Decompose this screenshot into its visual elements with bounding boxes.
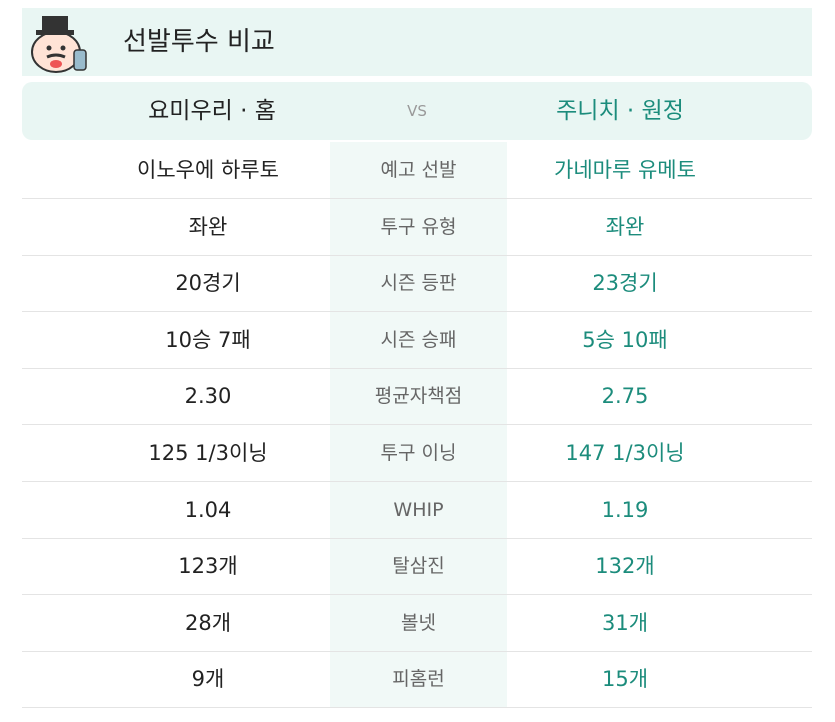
stat-label: 시즌 승패: [380, 328, 457, 351]
stat-row: 123개 탈삼진 132개: [22, 538, 812, 596]
stat-row: 2.30 평균자책점 2.75: [22, 368, 812, 426]
stat-row: 20경기 시즌 등판 23경기: [22, 255, 812, 313]
home-value: 125 1/3이닝: [148, 441, 268, 465]
stat-label: 평균자책점: [374, 385, 463, 408]
home-value: 10승 7패: [165, 327, 251, 352]
stat-row: 9개 피홈런 15개: [22, 651, 812, 709]
away-value: 132개: [595, 554, 655, 579]
stat-label: WHIP: [393, 498, 444, 521]
away-value: 15개: [601, 667, 649, 692]
away-value: 23경기: [592, 271, 658, 296]
home-value: 9개: [191, 667, 225, 692]
away-value: 가네마루 유메토: [554, 158, 696, 182]
stat-row: 28개 볼넷 31개: [22, 595, 812, 652]
home-value: 123개: [178, 554, 238, 579]
home-value: 28개: [184, 610, 232, 635]
home-value: 20경기: [175, 271, 241, 296]
away-value: 1.19: [601, 497, 649, 522]
away-value: 좌완: [605, 214, 645, 239]
stat-label: 예고 선발: [380, 159, 457, 181]
title: 선발투수 비교: [123, 27, 275, 57]
mascot-icon: [31, 16, 87, 73]
stat-label: 볼넷: [401, 611, 436, 634]
away-value: 5승 10패: [582, 327, 668, 352]
stat-label: 시즌 등판: [380, 272, 457, 295]
stat-row: 10승 7패 시즌 승패 5승 10패: [22, 312, 812, 369]
away-value: 147 1/3이닝: [565, 441, 685, 465]
stat-row: 1.04 WHIP 1.19: [22, 482, 812, 539]
stat-row: 125 1/3이닝 투구 이닝 147 1/3이닝: [22, 425, 812, 482]
versus: VS: [407, 102, 427, 120]
home-value: 1.04: [184, 497, 232, 522]
header: 선발투수 비교: [22, 8, 812, 76]
home-team: 요미우리 · 홈: [148, 98, 276, 124]
teams-bar: 요미우리 · 홈 VS 주니치 · 원정: [22, 82, 812, 140]
stat-label: 피홈런: [392, 668, 445, 691]
stat-row: 좌완 투구 유형 좌완: [22, 199, 812, 256]
stat-label: 투구 이닝: [380, 442, 457, 464]
home-value: 2.30: [184, 384, 232, 409]
stat-label: 투구 유형: [380, 215, 457, 238]
home-value: 좌완: [188, 214, 228, 239]
home-value: 이노우에 하루토: [137, 158, 279, 182]
stat-label: 탈삼진: [392, 555, 445, 578]
away-value: 2.75: [601, 384, 649, 409]
away-value: 31개: [601, 610, 649, 635]
away-team: 주니치 · 원정: [556, 98, 684, 124]
stat-row: 이노우에 하루토 예고 선발 가네마루 유메토: [22, 142, 812, 199]
